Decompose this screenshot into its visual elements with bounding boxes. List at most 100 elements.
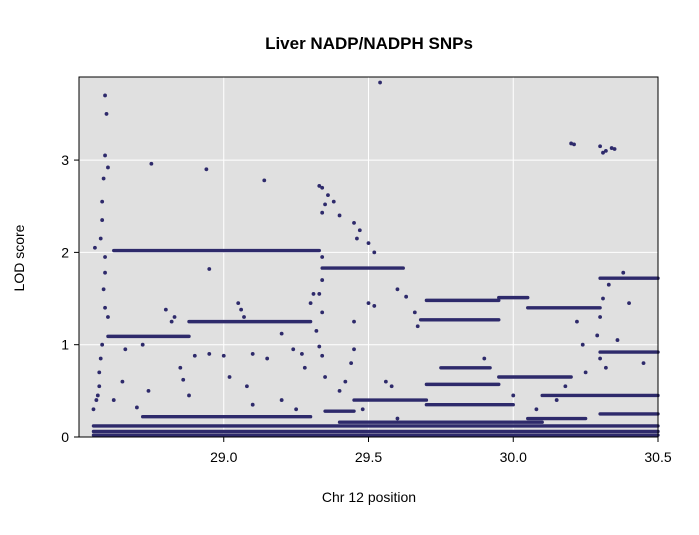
snp-point [317,292,322,296]
snp-point [601,150,605,155]
y-tick-label: 0 [61,429,69,445]
snp-point [204,167,209,172]
snp-point [326,193,330,198]
snp-point [612,147,617,151]
snp-point [603,365,608,370]
snp-point [595,333,600,338]
snp-point [609,146,614,150]
snp-point [606,282,611,287]
snp-point [181,377,186,382]
snp-point [146,388,151,393]
y-tick-label: 2 [61,244,69,260]
snp-point [323,202,327,207]
snp-point [279,331,284,336]
snp-point [320,185,325,190]
x-axis-label: Chr 12 position [322,489,416,505]
snp-point [615,338,620,342]
snp-point [294,407,299,412]
snp-point [598,356,602,361]
snp-point [511,393,516,398]
snp-point [291,347,296,352]
snp-point [311,292,316,296]
snp-point [372,250,377,255]
snp-point [572,142,576,147]
y-axis-ticks: 0 1 2 3 [61,152,79,445]
snp-point [135,405,139,410]
snp-point [395,416,400,421]
snp-point [378,80,382,85]
snp-point [320,310,325,315]
snp-point [603,148,608,153]
snp-point [106,315,110,319]
chart-title: Liver NADP/NADPH SNPs [265,34,473,53]
snp-point [172,315,177,319]
snp-point [575,319,579,324]
snp-point [343,379,348,384]
snp-point [239,307,244,312]
snp-point [389,384,394,389]
snp-point [98,236,103,241]
snp-point [101,287,106,292]
snp-point [569,141,574,146]
snp-point [583,370,588,375]
snp-point [641,361,646,366]
snp-point [279,398,284,402]
snp-point [245,384,249,389]
snp-point [337,388,342,393]
snp-point [98,356,103,361]
snp-point [314,328,319,333]
snp-point [300,352,304,356]
snp-point [320,353,325,358]
snp-point [366,301,371,306]
snp-point [355,236,359,241]
snp-point [265,356,270,361]
snp-point [207,352,212,356]
snp-point [415,324,420,329]
x-tick-label: 30.0 [500,449,527,465]
x-tick-label: 30.5 [644,449,671,465]
snp-point [554,398,559,402]
snp-point [323,375,327,379]
snp-point [621,270,626,275]
snp-point [320,278,325,282]
snp-point [320,255,325,259]
snp-point [302,365,307,370]
snp-point [482,356,487,361]
snp-point [349,361,354,366]
snp-point [360,407,365,412]
snp-point [352,319,356,324]
snp-point [103,93,107,98]
snp-point [95,393,100,398]
snp-point [580,342,585,347]
snp-point [317,184,322,188]
snp-point [111,398,116,402]
snp-point [366,241,371,246]
snp-point [106,165,110,170]
snp-point [169,319,174,324]
snp-point [412,310,417,315]
x-axis-ticks: 29.0 29.5 30.0 30.5 [210,437,672,465]
snp-point [149,161,154,166]
snp-points [91,80,646,421]
y-tick-label: 3 [61,152,69,168]
snp-point [236,301,241,306]
snp-point [103,255,107,259]
snp-point [93,245,97,250]
snp-point [123,347,128,352]
snp-point [262,178,267,183]
snp-point [103,153,107,158]
snp-point [404,294,409,299]
snp-point [337,213,342,218]
snp-point [250,352,255,356]
snp-point [331,199,336,204]
snp-point [120,379,125,384]
y-tick-label: 1 [61,337,69,353]
snp-point [187,393,191,398]
snp-point [163,307,168,312]
snp-point [100,199,105,204]
snp-point [320,210,325,215]
snp-point [534,407,539,412]
snp-point [104,112,109,116]
x-tick-label: 29.5 [355,449,382,465]
